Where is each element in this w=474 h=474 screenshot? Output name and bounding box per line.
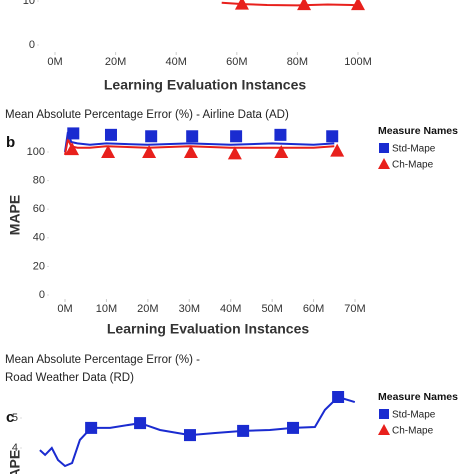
marker-square [183, 429, 196, 442]
marker-triangle [351, 0, 365, 11]
x-tick-label: 50M [261, 303, 282, 315]
y-tick-label: 0 [29, 39, 35, 51]
marker-triangle [227, 146, 242, 160]
legend-title: Measure Names [378, 391, 458, 403]
y-axis-title: MAPE [7, 450, 23, 474]
plot-area [221, 0, 365, 11]
legend-label: Std-Mape [392, 144, 436, 155]
marker-triangle [142, 145, 157, 158]
panel: Mean Absolute Percentage Error (%) - Air… [5, 109, 366, 337]
marker-square [332, 391, 345, 403]
x-tick-label: 0M [47, 56, 62, 68]
legend-label: Ch-Mape [392, 426, 434, 437]
x-tick-label: 10M [96, 303, 117, 315]
x-tick-label: 20M [137, 303, 158, 315]
marker-square [237, 424, 250, 437]
legend: Measure Names Std-Mape Ch-Mape [378, 391, 458, 437]
y-tick-label: 0 [39, 289, 45, 301]
legend-title: Measure Names [378, 125, 458, 137]
chart-title: Road Weather Data (RD) [5, 372, 134, 384]
marker-triangle [330, 143, 345, 157]
panel-label: b [6, 134, 15, 151]
chart-title: Mean Absolute Percentage Error (%) - [5, 354, 200, 366]
marker-triangle [378, 424, 390, 435]
x-tick-label: 20M [105, 56, 126, 68]
series-line [64, 131, 335, 153]
x-axis-title: Learning Evaluation Instances [107, 321, 309, 337]
marker-square [104, 128, 117, 141]
marker-triangle [101, 145, 116, 158]
x-axis-title: Learning Evaluation Instances [104, 77, 306, 93]
x-tick-label: 100M [344, 56, 372, 68]
marker-square [145, 130, 158, 143]
marker-triangle [234, 0, 249, 10]
legend: Measure Names Std-Mape Ch-Mape [378, 125, 458, 171]
y-tick-label: 100 [27, 146, 45, 158]
y-tick-label: 60 [33, 203, 45, 215]
marker-square [287, 421, 300, 434]
marker-triangle [378, 158, 390, 169]
x-tick-label: 40M [220, 303, 241, 315]
x-tick-label: 70M [344, 303, 365, 315]
x-tick-label: 60M [303, 303, 324, 315]
marker-square [326, 130, 339, 143]
marker-square [67, 127, 80, 140]
x-tick-label: 40M [165, 56, 186, 68]
marker-square [85, 421, 98, 434]
y-tick-label: 80 [33, 175, 45, 187]
x-tick-label: 0M [57, 303, 72, 315]
marker-triangle [297, 0, 312, 11]
y-tick-label: 10 [23, 0, 35, 7]
panel: Mean Absolute Percentage Error (%) - Road… [5, 354, 356, 474]
y-tick-label: 5 [12, 412, 18, 424]
y-axis-title: MAPE [7, 195, 23, 235]
series-line [39, 395, 356, 468]
x-tick-label: 30M [179, 303, 200, 315]
marker-square [230, 130, 243, 143]
marker-triangle [183, 145, 198, 158]
plot-area [39, 391, 356, 468]
x-tick-label: 60M [226, 56, 247, 68]
plot-area [64, 127, 345, 160]
marker-square [379, 143, 389, 153]
legend-label: Ch-Mape [392, 160, 434, 171]
panel-label: c [6, 409, 14, 426]
marker-square [379, 409, 389, 419]
x-tick-label: 80M [287, 56, 308, 68]
marker-square [274, 128, 287, 141]
y-tick-label: 20 [33, 260, 45, 272]
marker-square [134, 417, 147, 430]
chart-title: Mean Absolute Percentage Error (%) - Air… [5, 109, 289, 121]
legend-label: Std-Mape [392, 410, 436, 421]
marker-triangle [65, 142, 80, 156]
marker-triangle [274, 145, 289, 158]
y-tick-label: 40 [33, 232, 45, 244]
marker-square [186, 130, 199, 143]
y-tick-label: 4 [12, 442, 18, 454]
